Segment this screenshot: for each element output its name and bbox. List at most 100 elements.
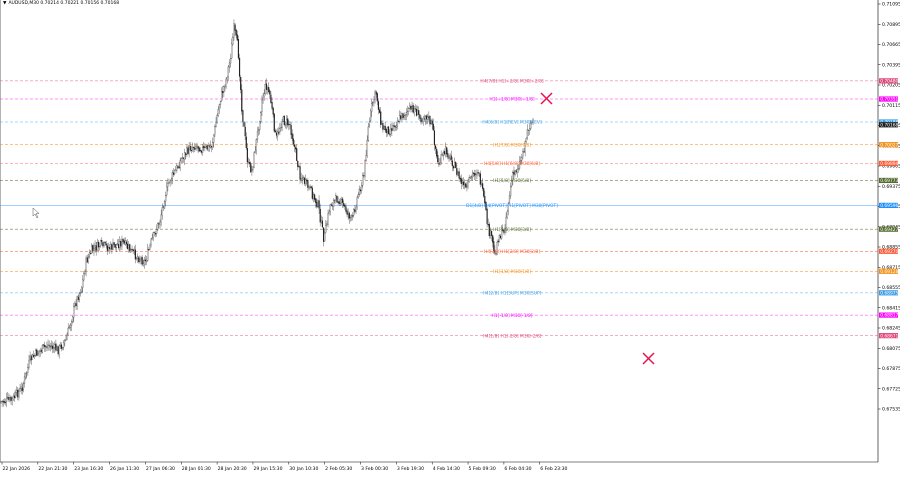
candle-body (346, 210, 348, 215)
collapse-arrow-icon[interactable]: ▼ (3, 1, 7, 6)
candle-body (288, 124, 290, 126)
candle-body (259, 121, 261, 130)
candle-body (283, 116, 285, 126)
time-tick-label: 22 Jan 21:30 (38, 466, 67, 472)
candle-body (254, 151, 256, 153)
candle-body (131, 249, 133, 250)
candle-body (515, 170, 517, 173)
candle-body (139, 259, 141, 262)
candle-body (471, 172, 474, 178)
candle-body (279, 128, 281, 133)
candle-body (76, 296, 78, 307)
candle-body (195, 146, 197, 150)
candle-body (50, 345, 52, 347)
candle-body (419, 114, 421, 119)
candle-body (255, 138, 257, 151)
candle-body (184, 152, 186, 160)
candle-body (449, 154, 451, 159)
price-tick-label: 0.68245 (882, 326, 900, 332)
candle-body (9, 397, 11, 401)
candle-body (450, 155, 452, 160)
candle-body (262, 96, 264, 101)
candle-body (520, 160, 522, 162)
level-label: H1[7/8] M30[7/8] (493, 142, 531, 148)
candle-body (6, 397, 8, 402)
candle-body (293, 144, 296, 147)
candle-body (270, 94, 272, 103)
candle-body (162, 206, 164, 208)
current-price-tag-label: 0.70168 (880, 122, 898, 128)
candle-body (179, 160, 181, 168)
candle-body (339, 202, 341, 204)
candle-body (225, 78, 227, 87)
candle-body (529, 127, 531, 131)
candle-body (187, 147, 189, 154)
candle-body (484, 196, 486, 204)
candle-body (400, 115, 402, 119)
candle-body (53, 347, 55, 349)
candle-body (499, 235, 502, 239)
candle-body (531, 121, 533, 124)
candle-body (7, 397, 9, 399)
candle-body (81, 286, 83, 293)
candle-body (48, 344, 50, 346)
candle-body (10, 396, 12, 401)
candle-body (327, 213, 329, 225)
candle-body (169, 181, 171, 183)
candle-body (181, 157, 184, 159)
candle-body (188, 145, 190, 154)
candle-body (185, 153, 187, 155)
candle-body (83, 273, 85, 281)
price-tick-label: 0.67875 (882, 366, 900, 372)
price-tick-label: 0.68555 (882, 285, 900, 291)
candle-body (123, 240, 125, 244)
candle-body (298, 165, 300, 167)
candle-body (1, 401, 3, 402)
candle-body (56, 346, 58, 351)
candle-body (154, 233, 157, 235)
candle-body (291, 133, 293, 139)
candle-body (518, 161, 521, 169)
candle-body (310, 186, 312, 189)
candle-body (302, 177, 304, 180)
candle-body (362, 175, 364, 186)
level-price-tag (879, 96, 898, 102)
candle-body (88, 252, 91, 258)
candle-body (411, 106, 413, 109)
price-tick-label: 0.70395 (882, 62, 900, 68)
candle-body (356, 197, 358, 207)
candle-body (330, 204, 332, 206)
candle-body (511, 179, 513, 187)
candle-body (461, 182, 464, 184)
candle-body (240, 77, 242, 90)
candle-body (338, 201, 340, 204)
candle-body (482, 183, 484, 189)
candle-body (352, 215, 354, 217)
candle-body (451, 160, 453, 167)
candle-body (156, 229, 158, 234)
candle-body (418, 110, 420, 115)
candle-body (328, 211, 330, 214)
candle-body (249, 162, 251, 164)
candle-body (186, 147, 188, 155)
candle-body (274, 130, 276, 133)
candle-body (470, 176, 472, 179)
candle-body (474, 173, 476, 176)
candle-body (203, 146, 205, 148)
time-tick-label: 29 Jan 15:30 (253, 466, 282, 472)
candle-body (525, 138, 527, 142)
candle-body (289, 124, 291, 125)
candle-body (527, 129, 530, 131)
candle-body (501, 228, 503, 239)
candle-body (67, 327, 69, 336)
price-tick-label: 0.68855 (882, 245, 900, 251)
candle-body (35, 350, 37, 356)
candle-body (494, 250, 496, 254)
level-label: H4[3/8] H1[2/8] M30[2/8] (484, 249, 540, 255)
level-label: H4[2/8] H1[SUP] M30[SUP] (483, 291, 542, 297)
candle-body (124, 240, 126, 245)
time-tick-label: 4 Feb 14:30 (433, 466, 460, 472)
candle-body (486, 208, 488, 224)
